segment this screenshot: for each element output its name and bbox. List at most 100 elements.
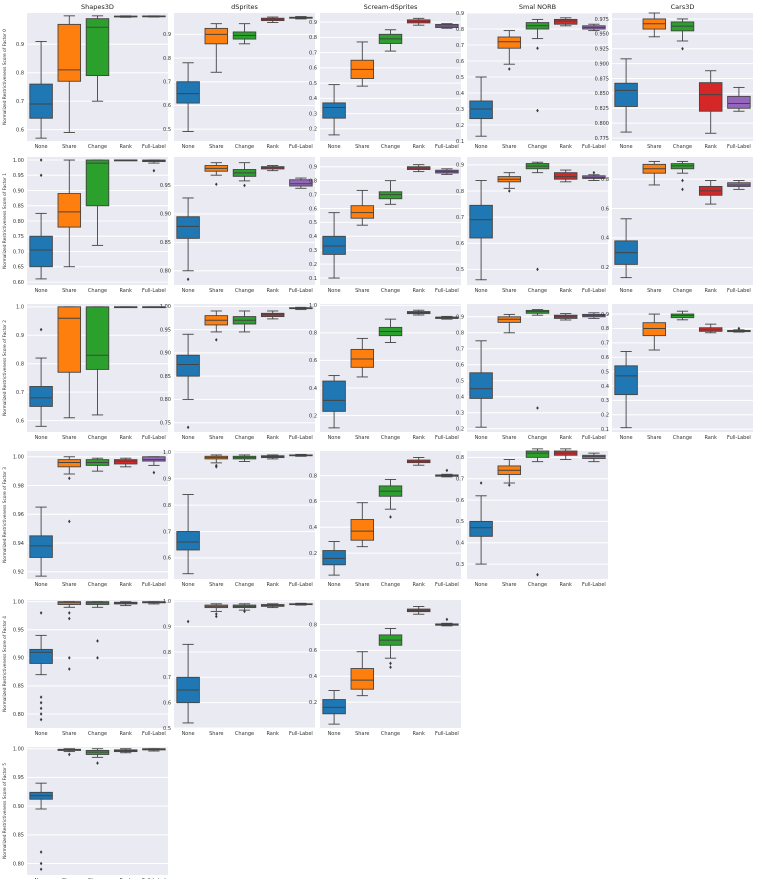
x-tick-label: None xyxy=(620,288,633,294)
y-tick-label: 0.6 xyxy=(456,59,464,65)
y-tick-label: 0.6 xyxy=(309,206,317,212)
panel-r1-c3: 0.5 0.6 0.7 0.8 0.9 None Share Change Rank Full-L… xyxy=(456,157,608,294)
x-tick-label: Full-Label xyxy=(582,288,606,294)
box-none xyxy=(322,541,346,576)
panel-r3-c2: 0.2 0.4 0.6 0.8 None Share Change Rank Full-Labe… xyxy=(309,451,461,588)
outlier-marker xyxy=(39,173,43,178)
y-tick-label: 0.7 xyxy=(163,80,171,86)
y-tick-label: 0.70 xyxy=(13,249,24,255)
box-change xyxy=(85,159,110,246)
y-tick-label: 0.8 xyxy=(309,35,317,41)
x-tick-label: Share xyxy=(62,731,76,737)
y-tick-label: 0.80 xyxy=(13,219,24,225)
y-tick-label: 0.6 xyxy=(456,363,464,369)
box-rank xyxy=(113,748,138,754)
box-full-label xyxy=(289,16,313,20)
box-body xyxy=(553,18,578,25)
box-change xyxy=(85,15,110,102)
x-tick-label: Rank xyxy=(559,582,572,588)
x-tick-label: Change xyxy=(381,582,400,588)
x-tick-label: Rank xyxy=(559,288,572,294)
box-body xyxy=(378,191,403,200)
y-tick-label: 0.98 xyxy=(13,483,24,489)
outlier-marker xyxy=(681,178,684,183)
outlier-marker xyxy=(592,170,596,175)
outlier-marker xyxy=(508,483,511,487)
x-tick-label: Change xyxy=(528,582,547,588)
box-body xyxy=(553,172,578,180)
box-change xyxy=(378,478,403,519)
outlier-marker xyxy=(508,189,511,193)
x-tick-label: Rank xyxy=(412,582,425,588)
x-tick-label: None xyxy=(35,288,48,294)
x-tick-label: Change xyxy=(381,731,400,737)
panel-background xyxy=(174,600,315,728)
box-full-label xyxy=(142,159,166,173)
y-tick-label: 0.90 xyxy=(13,656,24,662)
panel-title: Cars3D xyxy=(671,3,695,11)
outlier-marker xyxy=(215,465,218,469)
panel-r1-c1: 0.80 0.85 0.90 0.95 None Share Change Rank Full-… xyxy=(160,157,315,294)
box-full-label xyxy=(289,453,313,457)
x-tick-label: None xyxy=(475,435,488,441)
x-tick-label: Full-Label xyxy=(435,731,459,737)
outlier-marker xyxy=(389,661,392,666)
x-tick-label: Change xyxy=(235,582,254,588)
y-tick-label: 0.3 xyxy=(309,248,317,254)
box-change xyxy=(85,457,110,472)
y-tick-label: 0.2 xyxy=(601,413,609,419)
y-tick-label: 0.6 xyxy=(309,648,317,654)
box-none xyxy=(29,611,53,722)
y-tick-label: 0.4 xyxy=(456,91,464,97)
box-body xyxy=(204,27,229,45)
box-body xyxy=(113,459,138,465)
box-none xyxy=(469,76,493,137)
box-body xyxy=(29,648,53,664)
y-tick-label: 0.4 xyxy=(601,384,609,390)
y-tick-label: 0.9 xyxy=(163,624,171,630)
outlier-marker xyxy=(536,267,539,272)
panel-title: Smal NORB xyxy=(519,3,556,11)
outlier-marker xyxy=(215,614,218,619)
x-tick-label: Full-Label xyxy=(435,582,459,588)
y-tick-label: 0.80 xyxy=(160,397,171,403)
panel-r5-c0: 0.80 0.85 0.90 0.95 1.00 Normalized Restricti… xyxy=(2,747,168,879)
panel-background xyxy=(320,157,461,285)
y-tick-label: 0.5 xyxy=(456,379,464,385)
x-tick-label: Change xyxy=(528,144,547,150)
y-tick-label: 0.95 xyxy=(13,173,24,179)
box-full-label xyxy=(142,456,166,475)
y-tick-label: 0.3 xyxy=(456,107,464,113)
outlier-marker xyxy=(39,712,43,716)
y-tick-label: 1.0 xyxy=(163,599,171,605)
box-full-label xyxy=(435,23,459,29)
y-tick-label: 0.2 xyxy=(456,123,464,129)
y-tick-label: 0.96 xyxy=(13,512,24,518)
box-body xyxy=(614,365,638,396)
box-change xyxy=(232,603,257,614)
y-axis-label: Normalized Restrictiveness Score of Fact… xyxy=(2,29,8,125)
outlier-marker xyxy=(243,609,246,614)
box-change xyxy=(85,748,110,765)
y-tick-label: 1.00 xyxy=(160,304,171,310)
y-tick-label: 0.60 xyxy=(13,280,24,286)
box-body xyxy=(29,83,53,119)
y-tick-label: 0.85 xyxy=(13,684,24,690)
box-share xyxy=(57,456,82,524)
x-tick-label: Share xyxy=(62,288,76,294)
y-tick-label: 0.6 xyxy=(163,556,171,562)
y-tick-label: 0.7 xyxy=(163,675,171,681)
y-tick-label: 0.80 xyxy=(13,712,24,718)
box-full-label xyxy=(727,86,751,112)
y-tick-label: 0.7 xyxy=(456,477,464,483)
box-full-label xyxy=(142,15,166,18)
x-tick-label: None xyxy=(328,582,341,588)
box-body xyxy=(29,386,53,407)
panel-r3-c1: 0.6 0.7 0.8 0.9 1.0 None Share Change Rank Full-L… xyxy=(163,450,315,588)
y-tick-label: 0.4 xyxy=(309,234,317,240)
y-tick-label: 0.85 xyxy=(13,833,24,839)
x-tick-label: Rank xyxy=(704,435,717,441)
box-body xyxy=(176,531,200,551)
outlier-marker xyxy=(186,619,190,624)
outlier-marker xyxy=(39,327,43,332)
